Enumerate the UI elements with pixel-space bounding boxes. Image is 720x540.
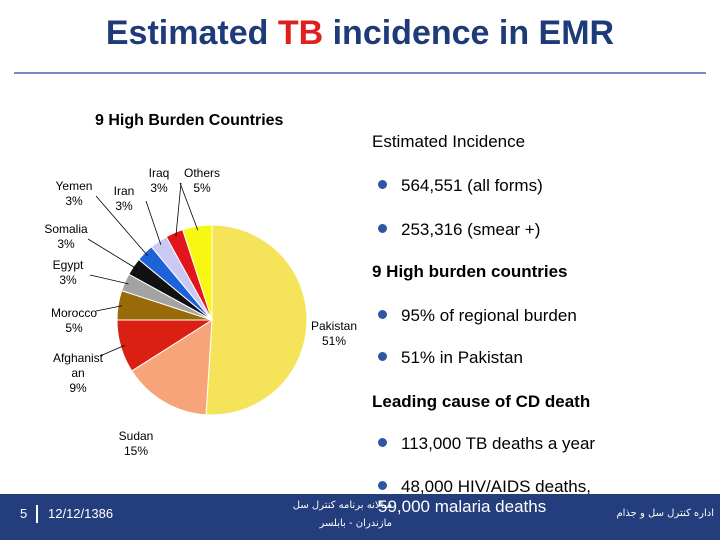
pie-label-morocco: Morocco 5% xyxy=(51,306,97,335)
footer-program-line1: سالانه برنامه کنترل سل xyxy=(292,500,392,511)
bullet-dot xyxy=(378,224,387,233)
heading-leading-cause: Leading cause of CD death xyxy=(372,392,591,411)
chart-title: 9 High Burden Countries xyxy=(95,112,284,129)
bullet-regional-burden: 95% of regional burden xyxy=(378,306,577,326)
footer-department: اداره کنترل سل و جذام xyxy=(616,508,714,519)
pie-leader-afghanistan xyxy=(99,345,125,357)
pie-leader-yemen xyxy=(95,195,148,256)
bullet-pakistan: 51% in Pakistan xyxy=(378,348,523,368)
pie-label-pakistan: Pakistan 51% xyxy=(311,319,357,348)
bullet-tb-deaths: 113,000 TB deaths a year xyxy=(378,434,595,454)
bullet-dot xyxy=(378,352,387,361)
pie-leader-iran xyxy=(145,200,162,245)
pie-label-iran: Iran 3% xyxy=(114,184,135,213)
pie-leader-others xyxy=(179,182,199,231)
slide-title: Estimated TB incidence in EMR xyxy=(105,14,615,52)
pie-label-afghanistan: Afghanist an 9% xyxy=(53,351,104,395)
pie-slice-sudan xyxy=(131,319,213,416)
pie-leader-morocco xyxy=(95,305,123,312)
bullet-malaria-deaths: 59,000 malaria deaths xyxy=(378,497,547,516)
bullet-hiv-deaths: 48,000 HIV/AIDS deaths, xyxy=(378,477,591,497)
pie-slice-others xyxy=(182,224,213,321)
pie-chart: Pakistan 51% Sudan 15% Afghanist an 9% Morocco 5… xyxy=(44,166,357,458)
pie-label-somalia: Somalia 3% xyxy=(44,222,88,251)
page-number: 5 xyxy=(20,506,28,521)
pie-label-yemen: Yemen 3% xyxy=(56,179,93,208)
bullet-dot xyxy=(378,481,387,490)
heading-estimated-incidence: Estimated Incidence xyxy=(372,132,526,151)
pie-leader-somalia xyxy=(87,238,137,270)
bullet-dot xyxy=(378,180,387,189)
pie-label-sudan: Sudan 15% xyxy=(119,429,154,458)
pie-label-iraq: Iraq 3% xyxy=(149,166,170,195)
footer-bar: 5 12/12/1386 سالانه برنامه کنترل سل مازن… xyxy=(0,494,720,540)
pie-leader-iraq xyxy=(175,182,182,237)
bullet-all-forms: 564,551 (all forms) xyxy=(378,176,543,196)
pie-label-egypt: Egypt 3% xyxy=(53,258,84,287)
pie-label-others: Others 5% xyxy=(184,166,220,195)
heading-high-burden: 9 High burden countries xyxy=(372,262,568,281)
footer-date: 12/12/1386 xyxy=(48,506,114,521)
footer-separator xyxy=(36,505,38,523)
bullet-smear-positive: 253,316 (smear +) xyxy=(378,220,540,240)
bullet-dot xyxy=(378,310,387,319)
pie-slice-pakistan xyxy=(205,224,308,416)
footer-program-line2: مازندران - بابلسر xyxy=(319,518,392,529)
pie-leader-egypt xyxy=(89,274,129,285)
bullet-dot xyxy=(378,438,387,447)
title-divider xyxy=(14,72,706,74)
